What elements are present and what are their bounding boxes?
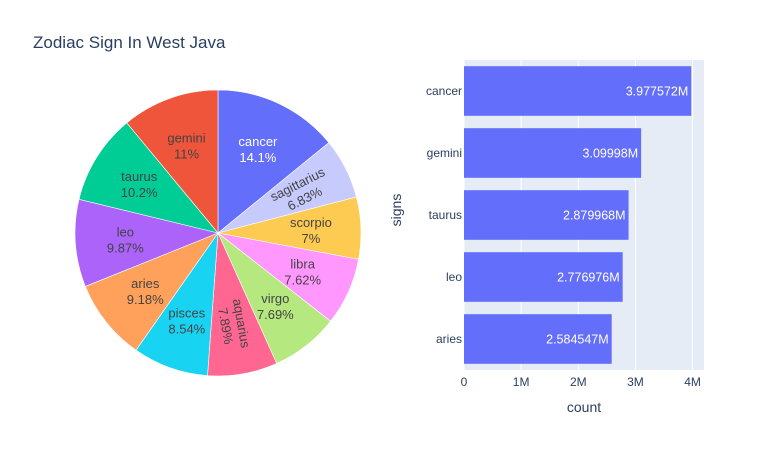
pie-label-percent: 14.1% bbox=[239, 150, 276, 165]
y-tick-label: gemini bbox=[427, 146, 462, 160]
y-tick-label: leo bbox=[446, 270, 462, 284]
pie-label-percent: 7.89% bbox=[215, 307, 236, 346]
bar-value-label: 2.879968M bbox=[563, 209, 626, 223]
y-axis-title: signs bbox=[388, 194, 404, 227]
pie-label-name: leo bbox=[117, 225, 134, 240]
pie-label-percent: 7.69% bbox=[257, 307, 294, 322]
x-tick-label: 1M bbox=[513, 375, 530, 389]
y-tick-label: cancer bbox=[426, 84, 462, 98]
pie-label-percent: 7% bbox=[301, 231, 320, 246]
bar-value-label: 2.776976M bbox=[557, 271, 620, 285]
pie-label-percent: 7.62% bbox=[284, 272, 321, 287]
bar-gemini[interactable] bbox=[464, 128, 642, 178]
x-tick-label: 4M bbox=[684, 375, 701, 389]
pie-slice-aries[interactable] bbox=[84, 232, 219, 351]
pie-label-name: taurus bbox=[121, 169, 158, 184]
pie-label-name: aries bbox=[131, 276, 160, 291]
pie-label-percent: 10.2% bbox=[121, 185, 158, 200]
bar-cancer[interactable] bbox=[464, 66, 692, 116]
pie-label-name: cancer bbox=[238, 134, 278, 149]
bar-value-label: 3.977572M bbox=[626, 85, 689, 99]
bar-taurus[interactable] bbox=[464, 190, 629, 240]
chart-title: Zodiac Sign In West Java bbox=[33, 33, 226, 52]
pie-label-percent: 9.87% bbox=[107, 241, 144, 256]
pie-slice-cancer[interactable] bbox=[217, 89, 330, 234]
pie-slice-taurus[interactable] bbox=[78, 122, 219, 234]
bar-value-label: 3.09998M bbox=[583, 147, 639, 161]
x-tick-label: 0 bbox=[461, 375, 468, 389]
pie-label-name: pisces bbox=[168, 306, 205, 321]
bar-leo[interactable] bbox=[464, 252, 623, 302]
pie-label-name: virgo bbox=[261, 291, 289, 306]
pie-slice-leo[interactable] bbox=[74, 198, 219, 287]
pie-slice-gemini[interactable] bbox=[126, 89, 219, 234]
x-tick-label: 2M bbox=[570, 375, 587, 389]
pie-label-percent: 11% bbox=[174, 147, 199, 162]
x-axis-title: count bbox=[567, 399, 601, 415]
bar-value-label: 2.584547M bbox=[546, 333, 609, 347]
pie-label-percent: 8.54% bbox=[168, 322, 205, 337]
pie-label-percent: 9.18% bbox=[127, 292, 164, 307]
pie-label-name: gemini bbox=[167, 131, 205, 146]
y-tick-label: aries bbox=[436, 332, 462, 346]
x-tick-label: 3M bbox=[627, 375, 644, 389]
y-tick-label: taurus bbox=[429, 208, 462, 222]
pie-label-name: libra bbox=[290, 256, 315, 271]
pie-label-name: scorpio bbox=[290, 215, 332, 230]
bar-aries[interactable] bbox=[464, 314, 612, 364]
